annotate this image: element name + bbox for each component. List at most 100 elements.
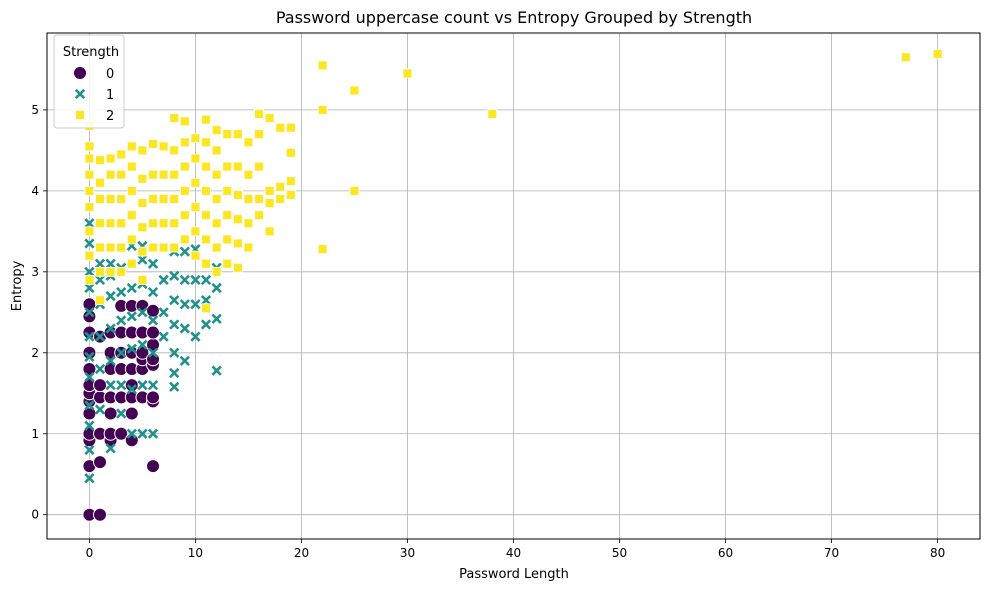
data-point xyxy=(264,185,275,196)
data-point xyxy=(95,295,105,306)
legend-label: 1 xyxy=(106,88,114,103)
data-point xyxy=(201,114,211,125)
data-point xyxy=(84,351,95,362)
data-point xyxy=(254,109,264,119)
data-point xyxy=(169,381,180,392)
data-point xyxy=(95,242,105,253)
data-point xyxy=(243,218,254,229)
data-point xyxy=(201,210,211,221)
legend-items: 0 1 2 xyxy=(73,66,114,124)
data-point xyxy=(179,274,190,286)
data-point xyxy=(95,177,105,188)
legend-item: 2 xyxy=(75,109,114,124)
data-point xyxy=(137,173,148,184)
series-2 xyxy=(84,49,943,314)
data-point xyxy=(222,210,233,221)
data-point xyxy=(190,133,201,144)
data-point xyxy=(105,169,116,180)
legend-item: 1 xyxy=(74,88,114,103)
data-point xyxy=(116,347,127,358)
data-point xyxy=(254,210,264,221)
data-point xyxy=(169,145,180,156)
data-point xyxy=(190,331,201,342)
x-tick-label: 10 xyxy=(188,546,203,560)
data-point xyxy=(275,181,286,192)
data-point xyxy=(169,270,180,281)
data-point xyxy=(126,311,137,322)
data-point xyxy=(349,185,360,196)
data-point xyxy=(146,303,161,318)
data-point xyxy=(105,443,116,454)
data-point xyxy=(158,218,169,229)
data-point xyxy=(190,202,201,212)
data-point xyxy=(148,218,158,229)
data-point xyxy=(158,307,169,318)
data-point xyxy=(285,147,296,158)
data-point xyxy=(116,266,127,277)
data-point xyxy=(201,161,211,172)
data-point xyxy=(148,194,158,204)
data-point xyxy=(94,363,106,375)
y-axis-label: Entropy xyxy=(10,260,25,311)
data-point xyxy=(317,244,328,255)
data-point xyxy=(126,234,137,245)
data-point xyxy=(137,198,148,208)
data-point xyxy=(264,198,275,208)
data-point xyxy=(201,185,211,196)
data-point xyxy=(116,242,127,253)
data-point xyxy=(137,246,148,257)
data-point xyxy=(222,129,233,140)
legend-marker xyxy=(73,66,87,80)
data-point xyxy=(105,153,116,164)
data-point xyxy=(402,68,413,79)
legend-box xyxy=(53,34,125,129)
data-point xyxy=(84,238,95,249)
data-point xyxy=(105,258,116,269)
data-point xyxy=(84,185,95,196)
data-point xyxy=(95,218,105,229)
data-point xyxy=(932,49,943,59)
data-point xyxy=(105,194,116,204)
x-tick-label: 20 xyxy=(294,546,309,560)
data-point xyxy=(200,274,212,286)
data-point xyxy=(94,404,106,415)
data-point xyxy=(158,274,169,286)
data-point xyxy=(179,323,190,334)
data-point xyxy=(243,137,254,148)
y-tick-label: 3 xyxy=(31,265,39,279)
data-point xyxy=(84,420,95,431)
data-point xyxy=(94,274,106,286)
data-point xyxy=(93,378,108,393)
data-point xyxy=(190,153,201,164)
data-point xyxy=(169,194,180,204)
data-point xyxy=(200,319,212,330)
x-tick-label: 0 xyxy=(86,546,94,560)
data-point xyxy=(126,141,137,152)
data-point xyxy=(105,380,116,391)
data-point xyxy=(137,339,148,350)
data-point xyxy=(82,345,97,360)
data-point xyxy=(137,307,148,318)
y-tick-label: 4 xyxy=(31,184,39,198)
data-point xyxy=(243,194,254,204)
chart-title: Password uppercase count vs Entropy Grou… xyxy=(276,8,752,27)
y-tick-label: 0 xyxy=(31,508,39,522)
data-point xyxy=(254,129,264,140)
data-point xyxy=(169,367,180,379)
data-point xyxy=(148,139,158,149)
data-point xyxy=(285,176,296,187)
data-point xyxy=(211,125,222,136)
data-point xyxy=(103,406,118,421)
data-point xyxy=(146,459,161,474)
data-point xyxy=(84,266,95,277)
data-point xyxy=(285,190,296,200)
data-point xyxy=(264,113,275,123)
data-point xyxy=(84,218,95,229)
data-point xyxy=(158,141,169,152)
x-tick-label: 60 xyxy=(718,546,733,560)
data-point xyxy=(317,60,328,71)
data-point xyxy=(200,295,212,306)
data-point xyxy=(211,282,222,294)
axis-ticks: 0 10 20 30 40 50 60 70 80 0 1 2 3 4 5 xyxy=(31,103,945,560)
data-points xyxy=(82,49,943,522)
